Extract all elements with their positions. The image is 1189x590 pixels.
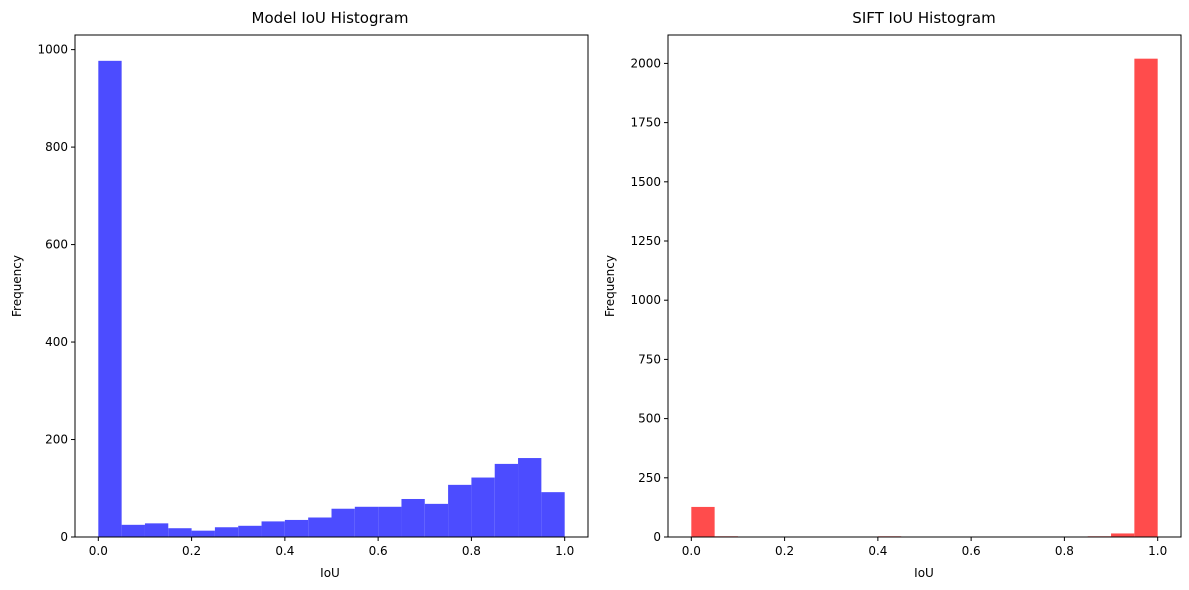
x-tick-label-sift-0: 0.0 (682, 544, 701, 558)
y-tick-label-sift-8: 2000 (630, 56, 661, 70)
y-tick-label-model-1: 200 (45, 433, 68, 447)
y-axis-label-model: Frequency (10, 255, 24, 317)
bar-model-5 (214, 527, 239, 537)
y-tick-label-sift-1: 250 (638, 471, 661, 485)
x-tick-label-sift-5: 1.0 (1148, 544, 1167, 558)
x-tick-label-sift-4: 0.8 (1055, 544, 1074, 558)
bar-model-1 (121, 524, 145, 537)
panel-model: Model IoU Histogram 0.0 0.2 0.4 0.6 0.8 1.0 0… (10, 9, 589, 580)
y-tick-label-model-0: 0 (60, 530, 68, 544)
bar-model-17 (494, 463, 519, 537)
x-axis-label-sift: IoU (914, 566, 934, 580)
y-tick-label-sift-0: 0 (653, 530, 661, 544)
y-tick-label-sift-3: 750 (638, 352, 661, 366)
x-tick-label-model-4: 0.8 (462, 544, 481, 558)
x-tick-label-sift-1: 0.2 (775, 544, 794, 558)
bar-model-4 (191, 530, 215, 537)
bar-sift-19 (1134, 58, 1158, 537)
x-axis-sift: 0.0 0.2 0.4 0.6 0.8 1.0 (682, 537, 1167, 558)
bar-model-2 (144, 523, 169, 537)
bars-model (98, 60, 565, 538)
chart-title-model: Model IoU Histogram (252, 9, 409, 27)
x-tick-label-sift-2: 0.4 (868, 544, 887, 558)
y-tick-label-sift-7: 1750 (630, 116, 661, 130)
bar-model-6 (238, 525, 262, 537)
bar-sift-18 (1111, 533, 1135, 537)
bar-model-8 (284, 519, 309, 537)
bar-sift-0 (691, 506, 715, 537)
y-tick-label-model-2: 400 (45, 335, 68, 349)
y-axis-label-sift: Frequency (603, 255, 617, 317)
panel-sift: SIFT IoU Histogram 0.0 0.2 0.4 0.6 0.8 1.0 0 2… (603, 9, 1182, 580)
plot-frame-sift (667, 34, 1182, 538)
x-tick-label-sift-3: 0.6 (962, 544, 981, 558)
bar-model-15 (448, 484, 472, 537)
chart-title-sift: SIFT IoU Histogram (852, 9, 995, 27)
bar-model-10 (331, 508, 355, 537)
y-axis-sift: 0 250 500 750 1000 1250 1500 1750 2000 (630, 56, 668, 544)
x-tick-label-model-5: 1.0 (555, 544, 574, 558)
y-tick-label-model-5: 1000 (37, 43, 68, 57)
y-tick-label-model-4: 800 (45, 140, 68, 154)
bar-model-18 (518, 458, 542, 537)
x-tick-label-model-3: 0.6 (369, 544, 388, 558)
y-tick-label-sift-4: 1000 (630, 293, 661, 307)
bar-model-16 (471, 477, 495, 537)
bar-model-0 (98, 60, 122, 538)
x-axis-label-model: IoU (320, 566, 340, 580)
bar-model-14 (424, 503, 449, 537)
bar-model-3 (168, 528, 192, 537)
bar-model-19 (541, 492, 565, 537)
x-tick-label-model-0: 0.0 (89, 544, 108, 558)
bar-model-9 (308, 517, 332, 537)
y-tick-label-model-3: 600 (45, 238, 68, 252)
bar-model-12 (378, 506, 402, 537)
plot-frame-model (74, 34, 589, 538)
bar-model-13 (401, 498, 425, 537)
bar-model-11 (354, 506, 379, 537)
y-axis-model: 0 200 400 600 800 1000 (37, 43, 75, 544)
x-tick-label-model-1: 0.2 (182, 544, 201, 558)
x-tick-label-model-2: 0.4 (275, 544, 294, 558)
bar-model-7 (261, 521, 285, 537)
bars-sift (691, 58, 1158, 537)
y-tick-label-sift-5: 1250 (630, 234, 661, 248)
y-tick-label-sift-6: 1500 (630, 175, 661, 189)
y-tick-label-sift-2: 500 (638, 412, 661, 426)
x-axis-model: 0.0 0.2 0.4 0.6 0.8 1.0 (89, 537, 574, 558)
